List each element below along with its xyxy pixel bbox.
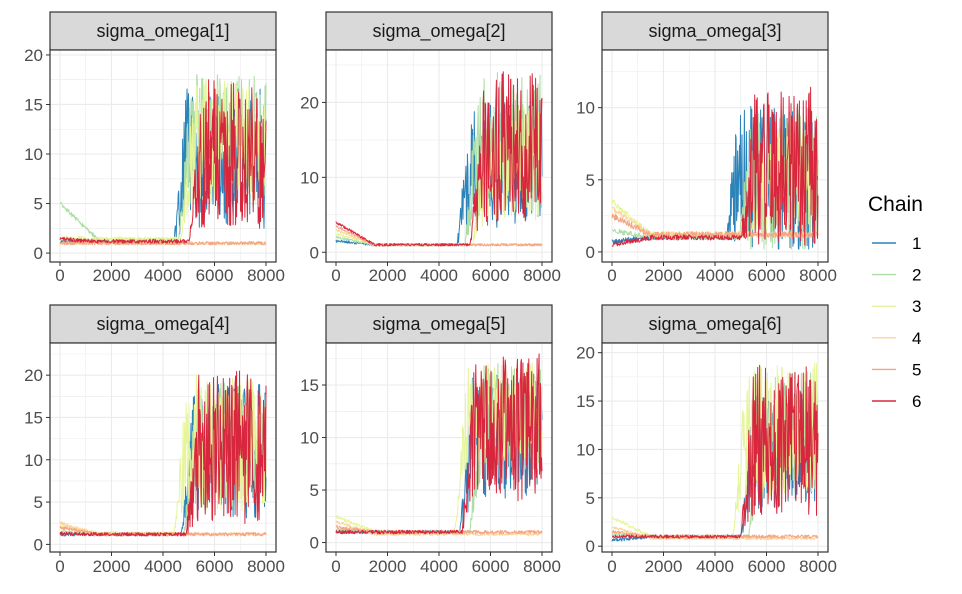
trace-chain-6 [335, 353, 543, 535]
x-tick-label: 8000 [523, 557, 561, 576]
y-tick-label: 5 [34, 195, 43, 214]
y-tick-label: 20 [24, 46, 43, 65]
trace-lines [611, 86, 819, 250]
y-tick-label: 20 [576, 344, 595, 363]
trace-lines [59, 370, 267, 537]
facet-title: sigma_omega[5] [372, 314, 505, 335]
y-tick-label: 10 [300, 429, 319, 448]
x-tick-label: 2000 [93, 557, 131, 576]
x-tick-label: 8000 [247, 557, 285, 576]
x-tick-label: 4000 [696, 557, 734, 576]
y-tick-label: 5 [34, 493, 43, 512]
legend-label: 6 [912, 392, 921, 411]
facet-strip [49, 11, 277, 51]
x-tick-label: 2000 [93, 266, 131, 285]
x-tick-label: 4000 [696, 266, 734, 285]
x-tick-label: 8000 [247, 266, 285, 285]
y-tick-label: 5 [586, 171, 595, 190]
x-tick-label: 8000 [523, 266, 561, 285]
y-tick-label: 0 [586, 537, 595, 556]
y-tick-label: 20 [24, 366, 43, 385]
panel-4: sigma_omega[4] 0 5 10 15 20 0 2000 4000 6000 8000 [24, 304, 285, 576]
trace-chain-6 [611, 86, 819, 247]
y-tick-label: 15 [300, 376, 319, 395]
facet-strip [601, 304, 829, 344]
facet-title: sigma_omega[3] [648, 21, 781, 42]
y-tick-label: 20 [300, 93, 319, 112]
panel-5: sigma_omega[5] 0 5 10 15 0 2000 4000 6000 8000 [300, 304, 561, 576]
x-tick-label: 6000 [196, 266, 234, 285]
trace-lines [335, 71, 543, 247]
x-tick-label: 6000 [748, 557, 786, 576]
x-tick-label: 6000 [748, 266, 786, 285]
x-tick-label: 4000 [420, 266, 458, 285]
panel-1: sigma_omega[1] 0 5 10 15 20 0 2000 4000 6000 8000 [24, 11, 285, 285]
facet-title: sigma_omega[1] [96, 21, 229, 42]
x-tick-label: 2000 [369, 266, 407, 285]
trace-chain-6 [611, 364, 819, 539]
y-tick-label: 10 [576, 440, 595, 459]
y-tick-label: 10 [300, 168, 319, 187]
trace-chain-3 [335, 362, 543, 535]
x-tick-label: 4000 [420, 557, 458, 576]
panel-2: sigma_omega[2] 0 10 20 0 2000 4000 6000 8000 [300, 11, 561, 285]
legend-label: 1 [912, 234, 921, 253]
x-tick-label: 4000 [144, 557, 182, 576]
x-tick-label: 6000 [472, 557, 510, 576]
x-tick-label: 6000 [196, 557, 234, 576]
panel-3: sigma_omega[3] 0 5 10 0 2000 4000 6000 8000 [576, 11, 837, 285]
y-tick-label: 5 [586, 489, 595, 508]
y-tick-label: 15 [576, 392, 595, 411]
facet-strip [601, 11, 829, 51]
y-tick-label: 0 [310, 243, 319, 262]
x-tick-label: 2000 [645, 557, 683, 576]
y-tick-label: 10 [24, 451, 43, 470]
trace-chain-6 [59, 79, 267, 244]
trace-lines [611, 362, 819, 542]
facet-title: sigma_omega[6] [648, 314, 781, 335]
y-tick-label: 0 [586, 243, 595, 262]
legend: Chain 1 2 3 4 5 6 [868, 193, 923, 411]
legend-label: 3 [912, 297, 921, 316]
legend-label: 2 [912, 266, 921, 285]
x-tick-label: 2000 [645, 266, 683, 285]
facet-title: sigma_omega[2] [372, 21, 505, 42]
facet-title: sigma_omega[4] [96, 314, 229, 335]
trace-lines [335, 353, 543, 537]
legend-label: 4 [912, 329, 921, 348]
facet-strip [49, 304, 277, 344]
legend-label: 5 [912, 360, 921, 379]
trace-lines [59, 73, 267, 246]
trace-chain-6 [335, 71, 543, 247]
x-tick-label: 0 [607, 266, 616, 285]
y-tick-label: 5 [310, 481, 319, 500]
x-tick-label: 4000 [144, 266, 182, 285]
trace-chain-6 [59, 370, 267, 537]
x-tick-label: 6000 [472, 266, 510, 285]
facet-strip [325, 304, 553, 344]
y-tick-label: 10 [24, 145, 43, 164]
y-tick-label: 15 [24, 408, 43, 427]
x-tick-label: 0 [331, 266, 340, 285]
x-tick-label: 8000 [799, 266, 837, 285]
x-tick-label: 0 [607, 557, 616, 576]
y-tick-label: 15 [24, 95, 43, 114]
x-tick-label: 0 [55, 266, 64, 285]
x-tick-label: 0 [331, 557, 340, 576]
x-tick-label: 2000 [369, 557, 407, 576]
x-tick-label: 0 [55, 557, 64, 576]
y-tick-label: 10 [576, 99, 595, 118]
panel-6: sigma_omega[6] 0 5 10 15 20 0 2000 4000 6000 8000 [576, 304, 837, 576]
x-tick-label: 8000 [799, 557, 837, 576]
legend-title: Chain [868, 193, 923, 216]
y-tick-label: 0 [310, 534, 319, 553]
y-tick-label: 0 [34, 535, 43, 554]
y-tick-label: 0 [34, 244, 43, 263]
